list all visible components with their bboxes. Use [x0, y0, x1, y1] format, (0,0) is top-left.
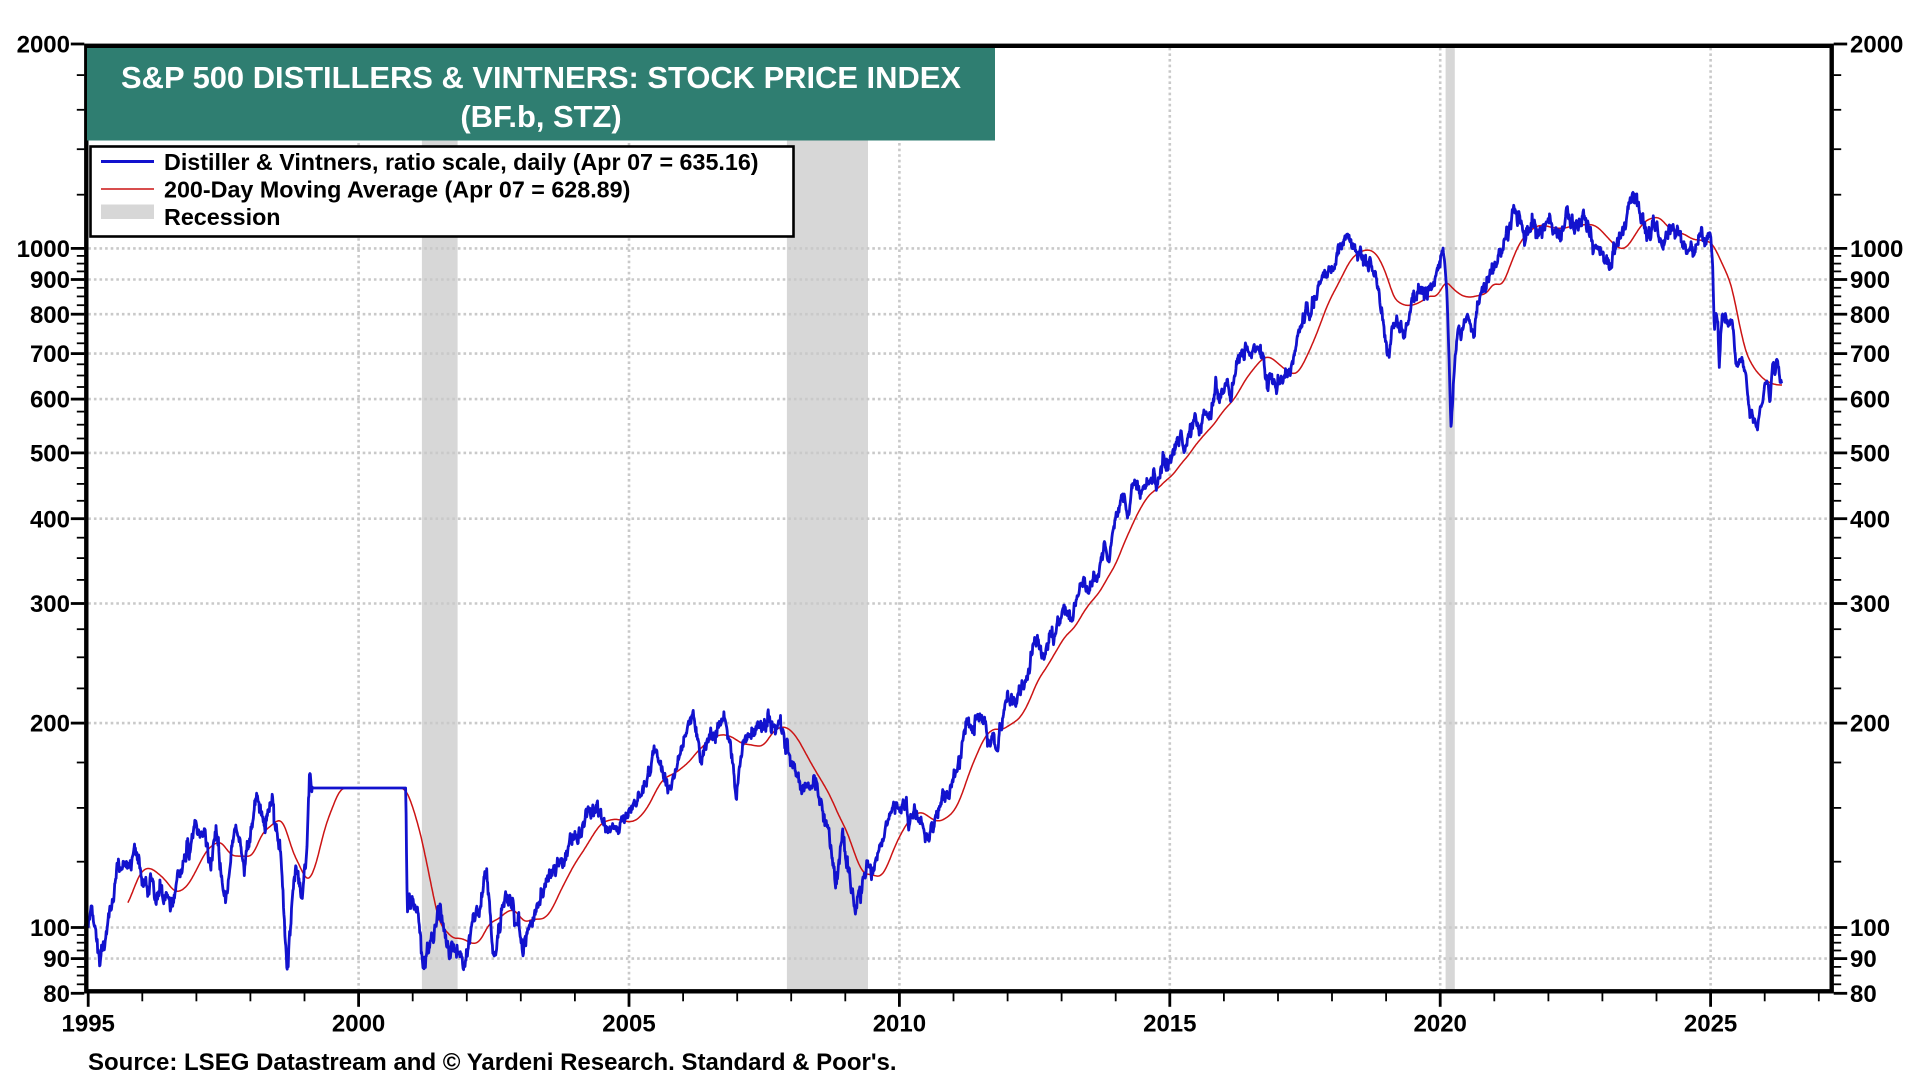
svg-text:1000: 1000 [1850, 236, 1903, 263]
svg-text:2000: 2000 [17, 32, 70, 59]
svg-text:1000: 1000 [17, 236, 70, 263]
svg-text:100: 100 [1850, 915, 1890, 942]
svg-text:200: 200 [30, 711, 70, 738]
svg-text:2015: 2015 [1143, 1011, 1196, 1038]
svg-text:600: 600 [1850, 387, 1890, 414]
svg-text:900: 900 [30, 267, 70, 294]
svg-text:800: 800 [1850, 302, 1890, 329]
svg-text:400: 400 [1850, 506, 1890, 533]
svg-text:2020: 2020 [1414, 1011, 1467, 1038]
svg-text:900: 900 [1850, 267, 1890, 294]
svg-text:Source: LSEG Datastream and ©: Source: LSEG Datastream and © Yardeni Re… [88, 1049, 897, 1076]
svg-text:300: 300 [30, 591, 70, 618]
svg-text:500: 500 [1850, 441, 1890, 468]
svg-text:700: 700 [30, 341, 70, 368]
svg-text:500: 500 [30, 441, 70, 468]
svg-text:2000: 2000 [1850, 32, 1903, 59]
svg-text:700: 700 [1850, 341, 1890, 368]
svg-text:80: 80 [43, 981, 70, 1008]
svg-text:100: 100 [30, 915, 70, 942]
svg-text:200: 200 [1850, 711, 1890, 738]
svg-text:Distiller & Vintners, ratio sc: Distiller & Vintners, ratio scale, daily… [164, 149, 759, 175]
svg-text:90: 90 [1850, 946, 1877, 973]
svg-text:2005: 2005 [602, 1011, 655, 1038]
svg-text:80: 80 [1850, 981, 1877, 1008]
svg-text:600: 600 [30, 387, 70, 414]
svg-text:200-Day Moving Average (Apr 07: 200-Day Moving Average (Apr 07 = 628.89) [164, 176, 630, 202]
svg-text:300: 300 [1850, 591, 1890, 618]
svg-text:90: 90 [43, 946, 70, 973]
svg-text:(BF.b, STZ): (BF.b, STZ) [460, 99, 621, 134]
svg-text:2000: 2000 [332, 1011, 385, 1038]
svg-text:2025: 2025 [1684, 1011, 1737, 1038]
svg-text:400: 400 [30, 506, 70, 533]
svg-text:800: 800 [30, 302, 70, 329]
svg-text:2010: 2010 [873, 1011, 926, 1038]
svg-text:1995: 1995 [62, 1011, 115, 1038]
svg-text:S&P 500 DISTILLERS & VINTNERS:: S&P 500 DISTILLERS & VINTNERS: STOCK PRI… [121, 60, 961, 95]
svg-text:Recession: Recession [164, 204, 281, 230]
